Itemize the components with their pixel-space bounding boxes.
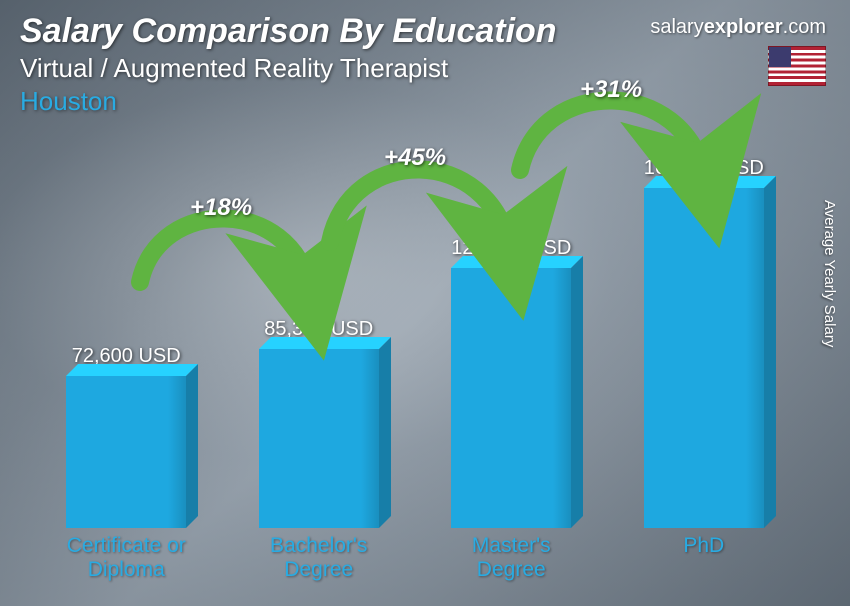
bar-side-face bbox=[186, 364, 198, 528]
chart-subtitle: Virtual / Augmented Reality Therapist bbox=[20, 53, 830, 84]
bar-group: 124,000 USD bbox=[419, 140, 604, 528]
usa-flag-icon bbox=[768, 46, 826, 86]
bar-top-face bbox=[259, 337, 391, 349]
bar-chart: 72,600 USD 85,300 USD 124,000 USD 162,00… bbox=[30, 140, 800, 586]
bars-container: 72,600 USD 85,300 USD 124,000 USD 162,00… bbox=[30, 140, 800, 528]
bar-front-face bbox=[259, 349, 379, 528]
bar-category-label: Bachelor'sDegree bbox=[226, 528, 411, 586]
bar-front-face bbox=[451, 268, 571, 528]
bar-side-face bbox=[379, 337, 391, 528]
bar bbox=[259, 349, 379, 528]
y-axis-label: Average Yearly Salary bbox=[821, 200, 838, 347]
bar-top-face bbox=[644, 176, 776, 188]
bar-group: 72,600 USD bbox=[34, 140, 219, 528]
chart-location: Houston bbox=[20, 86, 830, 117]
bar-side-face bbox=[571, 256, 583, 528]
bar-category-label: PhD bbox=[611, 528, 796, 586]
bar-group: 162,000 USD bbox=[611, 140, 796, 528]
bar-category-label: Master'sDegree bbox=[419, 528, 604, 586]
bar-category-label: Certificate orDiploma bbox=[34, 528, 219, 586]
bar bbox=[66, 376, 186, 528]
brand-part3: .com bbox=[783, 16, 826, 38]
bar-side-face bbox=[764, 176, 776, 528]
bar-labels-container: Certificate orDiplomaBachelor'sDegreeMas… bbox=[30, 528, 800, 586]
bar-front-face bbox=[644, 188, 764, 528]
bar-group: 85,300 USD bbox=[226, 140, 411, 528]
bar-top-face bbox=[66, 364, 198, 376]
bar-front-face bbox=[66, 376, 186, 528]
bar bbox=[644, 188, 764, 528]
brand-part2: explorer bbox=[704, 16, 783, 38]
bar bbox=[451, 268, 571, 528]
brand-part1: salary bbox=[650, 16, 703, 38]
brand-logo: salaryexplorer.com bbox=[650, 16, 826, 39]
bar-top-face bbox=[451, 256, 583, 268]
